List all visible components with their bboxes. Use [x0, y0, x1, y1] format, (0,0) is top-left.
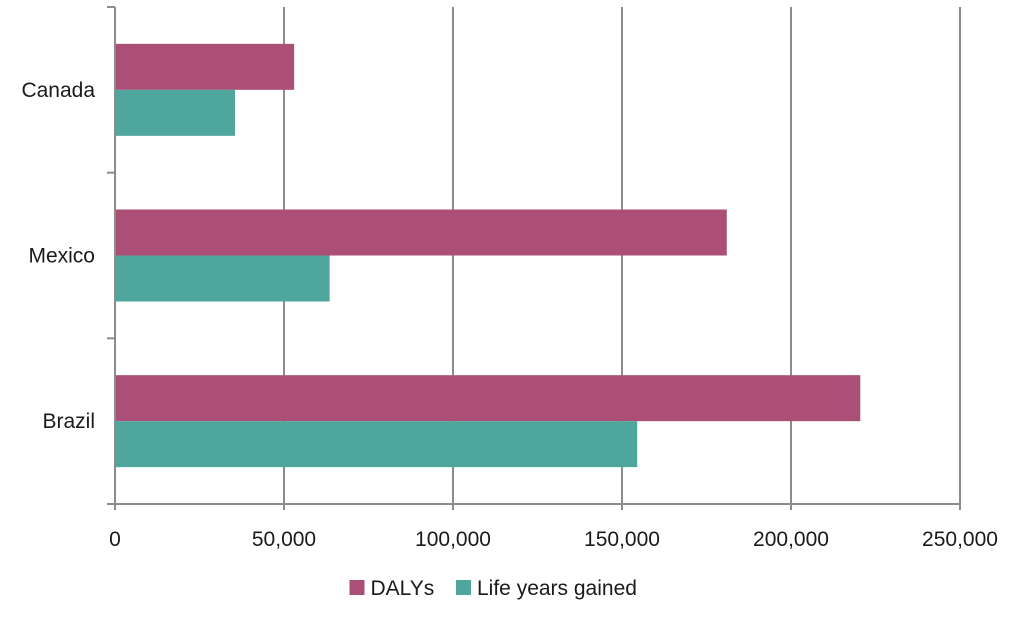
x-tick-label: 50,000 — [252, 528, 316, 551]
x-tick-label: 200,000 — [753, 528, 829, 551]
x-tick-label: 150,000 — [584, 528, 660, 551]
bar-life-years-gained-brazil — [116, 421, 638, 468]
bar-life-years-gained-canada — [116, 89, 235, 136]
bar-life-years-gained-mexico — [116, 255, 330, 302]
legend-label: Life years gained — [477, 577, 637, 600]
legend: DALYs Life years gained — [349, 577, 637, 600]
legend-label: DALYs — [371, 577, 435, 600]
axis-labels: 0 50,000 100,000 150,000 200,000 250,000 Canad… — [21, 79, 998, 551]
axes — [107, 6, 961, 510]
x-tick-label: 0 — [109, 528, 121, 551]
x-tick-label: 100,000 — [415, 528, 491, 551]
x-tick-label: 250,000 — [922, 528, 998, 551]
bar-dalys-canada — [116, 43, 295, 90]
y-category-label: Canada — [21, 79, 95, 102]
bar-dalys-brazil — [116, 375, 861, 422]
y-category-label: Brazil — [42, 410, 95, 433]
bars — [116, 43, 861, 468]
legend-swatch — [349, 580, 365, 595]
y-category-label: Mexico — [28, 245, 95, 268]
bar-dalys-mexico — [116, 209, 727, 256]
legend-swatch — [456, 580, 471, 595]
